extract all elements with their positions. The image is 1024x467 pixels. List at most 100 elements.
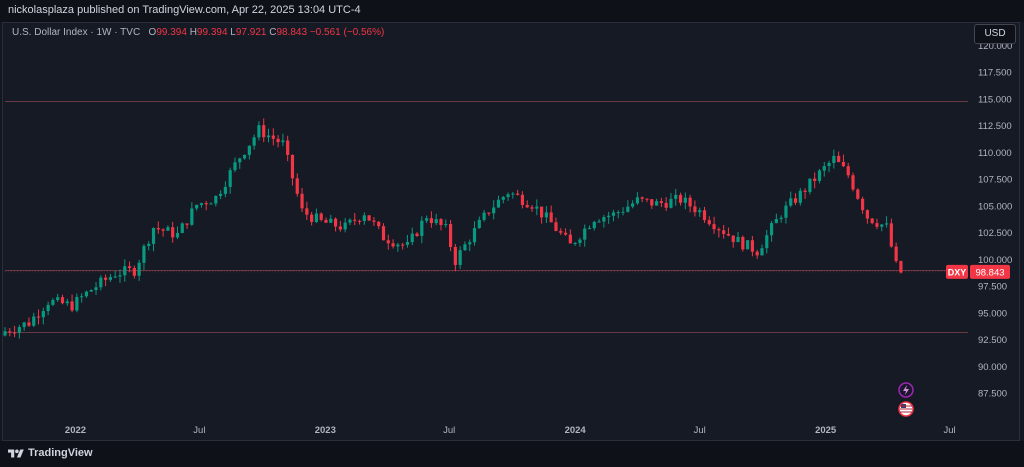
candle-body — [808, 178, 812, 192]
candle-body — [281, 140, 285, 143]
candle-body — [549, 212, 553, 223]
candle-body — [367, 215, 371, 221]
candle-body — [746, 240, 750, 250]
candle-body — [56, 297, 60, 301]
candle-body — [583, 228, 587, 240]
candle-body — [664, 202, 668, 208]
candle-body — [712, 224, 716, 230]
y-tick-label: 110.000 — [978, 148, 1012, 159]
x-tick-label: Jul — [694, 425, 706, 436]
brand-name: TradingView — [28, 447, 93, 459]
candle-body — [343, 222, 347, 230]
candle-body — [631, 203, 635, 207]
candle-body — [789, 198, 793, 206]
candle-body — [161, 229, 165, 231]
candle-body — [377, 221, 381, 227]
candle-body — [607, 215, 611, 218]
candle-body — [147, 243, 151, 246]
candle-body — [75, 296, 79, 311]
candle-body — [463, 244, 467, 251]
candle-body — [894, 246, 898, 262]
candle-body — [127, 266, 132, 269]
candle-body — [151, 228, 156, 244]
candle-body — [180, 223, 184, 233]
candle-body — [36, 316, 41, 318]
candle-body — [51, 300, 55, 305]
candle-body — [396, 244, 400, 247]
candle-body — [827, 162, 831, 167]
candle-body — [540, 206, 544, 218]
candle-body — [3, 331, 7, 336]
y-tick-label: 95.000 — [978, 308, 1007, 319]
candle-body — [769, 223, 774, 236]
candle-body — [27, 322, 31, 326]
candle-body — [875, 223, 879, 227]
candle-body — [793, 198, 798, 203]
candle-body — [362, 215, 366, 221]
symbol-legend: U.S. Dollar Index · 1W · TVC O99.394 H99… — [12, 27, 384, 38]
candle-body — [381, 226, 386, 241]
candle-body — [616, 212, 620, 214]
candle-body — [17, 327, 21, 333]
candle-body — [305, 208, 309, 215]
candle-body — [884, 223, 889, 225]
candle-body — [228, 170, 232, 187]
branding-bar: TradingView — [0, 441, 1024, 467]
candle-body — [242, 154, 247, 159]
close-label: C — [269, 27, 277, 38]
candle-body — [391, 243, 395, 247]
x-tick-label: 2023 — [315, 425, 336, 436]
candle-body — [760, 248, 764, 256]
candle-body — [84, 291, 89, 297]
candle-body — [214, 195, 218, 204]
candle-body — [266, 135, 271, 138]
candle-body — [137, 262, 141, 276]
candle-body — [482, 212, 486, 220]
candle-body — [544, 212, 548, 218]
candle-body — [65, 301, 69, 304]
candle-body — [559, 230, 563, 233]
candle-body — [635, 197, 640, 204]
candle-body — [338, 226, 342, 230]
candle-body — [674, 194, 678, 199]
x-tick-label: 2022 — [65, 425, 86, 436]
candle-body — [626, 206, 630, 212]
candle-body — [659, 201, 663, 203]
candle-body — [899, 261, 903, 273]
candle-body — [841, 162, 846, 167]
y-tick-label: 92.500 — [978, 335, 1007, 346]
candle-body — [865, 210, 869, 219]
candle-body — [108, 277, 112, 280]
high-value: 99.394 — [196, 27, 228, 38]
candle-body — [611, 212, 616, 216]
candle-body — [319, 213, 323, 220]
y-tick-label: 90.000 — [978, 362, 1007, 373]
price-tag-value-box — [970, 264, 1010, 279]
candle-body — [113, 276, 117, 278]
candle-body — [458, 250, 462, 265]
currency-button[interactable]: USD — [974, 24, 1016, 44]
candle-body — [99, 277, 103, 288]
y-tick-label: 105.000 — [978, 201, 1012, 212]
candle-body — [856, 189, 860, 199]
open-value: 99.394 — [156, 27, 187, 38]
candle-body — [846, 166, 850, 176]
candle-body — [702, 210, 707, 221]
candle-body — [832, 155, 836, 163]
candle-body — [89, 290, 93, 292]
candle-body — [525, 204, 529, 208]
y-tick-label: 120.000 — [978, 41, 1012, 52]
x-tick-label: Jul — [443, 425, 455, 436]
candle-body — [784, 205, 788, 218]
candle-body — [286, 140, 290, 155]
candle-body — [621, 211, 625, 213]
symbol-name: U.S. Dollar Index · 1W · TVC — [12, 27, 141, 38]
candle-body — [741, 236, 745, 250]
candle-body — [726, 233, 731, 236]
candle-body — [688, 197, 692, 207]
y-tick-label: 102.500 — [978, 228, 1012, 239]
candle-body — [516, 193, 520, 195]
candle-body — [46, 304, 50, 312]
candle-body — [41, 311, 45, 318]
